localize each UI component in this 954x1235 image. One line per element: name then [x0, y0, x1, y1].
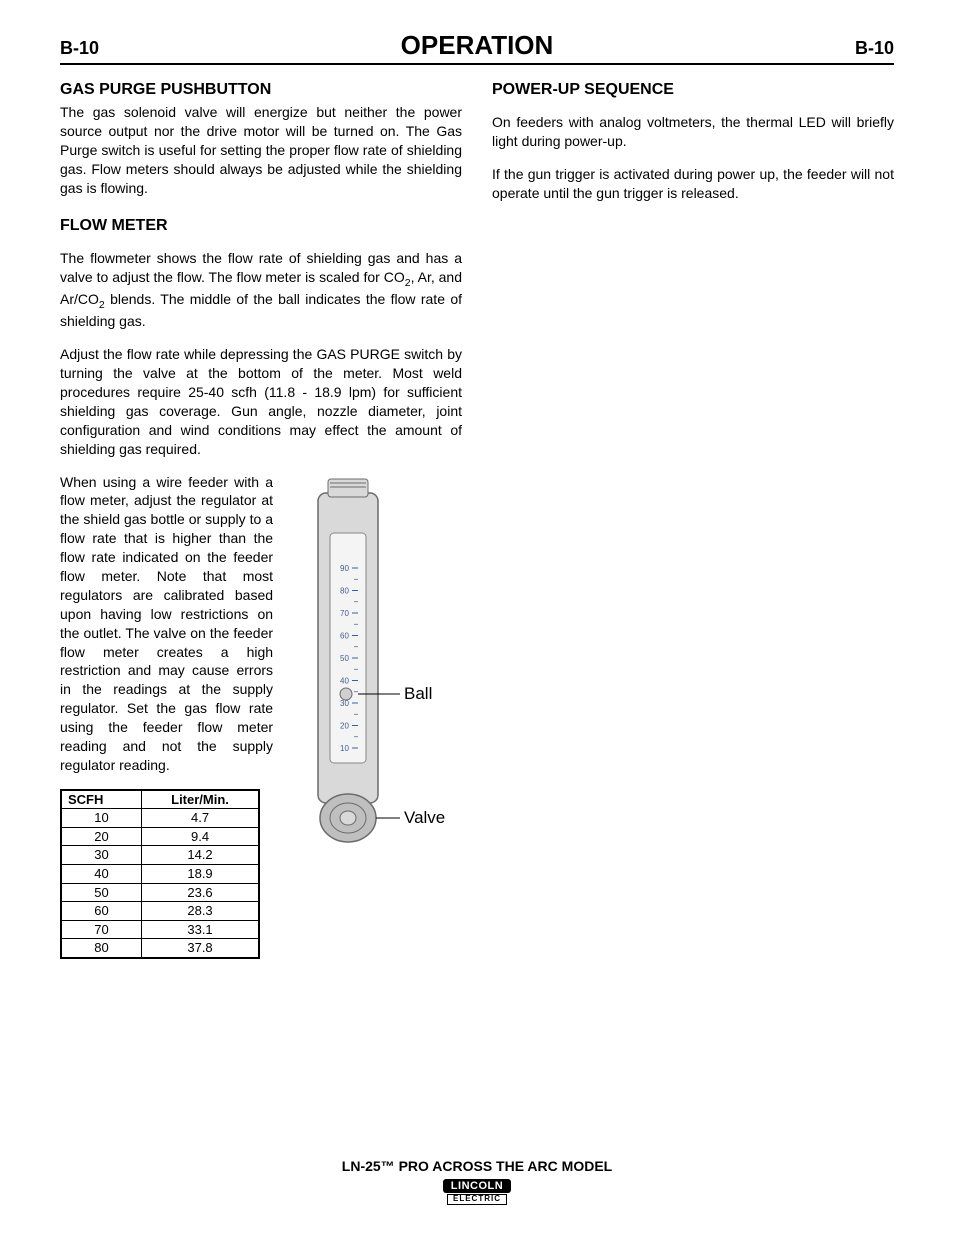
- svg-text:80: 80: [340, 586, 349, 595]
- gas-purge-paragraph: The gas solenoid valve will energize but…: [60, 103, 462, 197]
- fm-p1-a: The flowmeter shows the flow rate of shi…: [60, 250, 462, 285]
- table-cell: 30: [61, 846, 142, 865]
- table-cell: 10: [61, 809, 142, 828]
- table-row: 8037.8: [61, 939, 259, 958]
- svg-text:10: 10: [340, 744, 349, 753]
- flow-meter-p2: Adjust the flow rate while depressing th…: [60, 345, 462, 458]
- table-cell: 28.3: [142, 902, 259, 921]
- flowmeter-diagram: 908070605040302010BallValve: [300, 473, 480, 873]
- left-column: GAS PURGE PUSHBUTTON The gas solenoid va…: [60, 75, 462, 959]
- right-column: POWER-UP SEQUENCE On feeders with analog…: [492, 75, 894, 959]
- table-cell: 23.6: [142, 883, 259, 902]
- svg-text:90: 90: [340, 564, 349, 573]
- table-row: 4018.9: [61, 864, 259, 883]
- table-cell: 40: [61, 864, 142, 883]
- fm-p1-c: blends. The middle of the ball indicates…: [60, 291, 462, 329]
- powerup-heading: POWER-UP SEQUENCE: [492, 81, 894, 99]
- svg-text:70: 70: [340, 609, 349, 618]
- page-number-left: B-10: [60, 38, 99, 59]
- svg-text:50: 50: [340, 654, 349, 663]
- svg-text:60: 60: [340, 631, 349, 640]
- table-cell: 9.4: [142, 827, 259, 846]
- content-columns: GAS PURGE PUSHBUTTON The gas solenoid va…: [60, 75, 894, 959]
- footer-model: LN-25™ PRO ACROSS THE ARC MODEL: [0, 1158, 954, 1174]
- table-row: 209.4: [61, 827, 259, 846]
- flow-meter-heading: FLOW METER: [60, 217, 462, 235]
- table-header-row: SCFH Liter/Min.: [61, 790, 259, 809]
- col-scfh: SCFH: [61, 790, 142, 809]
- logo-lincoln: LINCOLN: [443, 1179, 511, 1193]
- table-cell: 14.2: [142, 846, 259, 865]
- powerup-p2: If the gun trigger is activated during p…: [492, 165, 894, 203]
- svg-text:Ball: Ball: [404, 684, 432, 703]
- flowmeter-svg: 908070605040302010BallValve: [300, 473, 480, 873]
- conversion-table: SCFH Liter/Min. 104.7209.43014.24018.950…: [60, 789, 260, 959]
- table-row: 7033.1: [61, 920, 259, 939]
- gas-purge-heading: GAS PURGE PUSHBUTTON: [60, 81, 462, 99]
- table-cell: 20: [61, 827, 142, 846]
- svg-text:Valve: Valve: [404, 808, 445, 827]
- page-number-right: B-10: [855, 38, 894, 59]
- col-lpm: Liter/Min.: [142, 790, 259, 809]
- table-row: 104.7: [61, 809, 259, 828]
- table-row: 5023.6: [61, 883, 259, 902]
- table-row: 3014.2: [61, 846, 259, 865]
- table-cell: 18.9: [142, 864, 259, 883]
- flow-meter-p1: The flowmeter shows the flow rate of shi…: [60, 249, 462, 331]
- table-row: 6028.3: [61, 902, 259, 921]
- flow-meter-wrap: When using a wire feeder with a flow met…: [60, 473, 462, 959]
- table-cell: 33.1: [142, 920, 259, 939]
- table-cell: 60: [61, 902, 142, 921]
- flow-meter-p3: When using a wire feeder with a flow met…: [60, 473, 273, 775]
- powerup-p1: On feeders with analog voltmeters, the t…: [492, 113, 894, 151]
- footer-logo: LINCOLN ELECTRIC: [0, 1176, 954, 1205]
- table-cell: 80: [61, 939, 142, 958]
- table-cell: 37.8: [142, 939, 259, 958]
- table-cell: 50: [61, 883, 142, 902]
- logo-electric: ELECTRIC: [447, 1194, 507, 1205]
- page-footer: LN-25™ PRO ACROSS THE ARC MODEL LINCOLN …: [0, 1158, 954, 1205]
- svg-text:20: 20: [340, 721, 349, 730]
- table-cell: 4.7: [142, 809, 259, 828]
- page-title: OPERATION: [401, 30, 554, 61]
- svg-text:40: 40: [340, 676, 349, 685]
- page-header: B-10 OPERATION B-10: [60, 30, 894, 65]
- table-cell: 70: [61, 920, 142, 939]
